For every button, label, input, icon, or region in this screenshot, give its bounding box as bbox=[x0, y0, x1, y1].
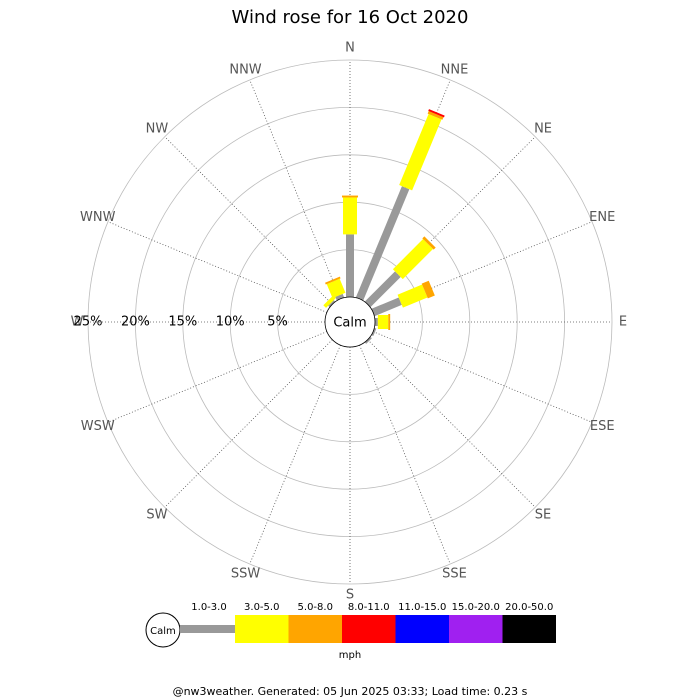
direction-label: N bbox=[345, 41, 355, 56]
direction-label: WNW bbox=[80, 210, 116, 225]
legend-swatch bbox=[449, 615, 503, 643]
wind-bar-segment bbox=[335, 293, 345, 301]
direction-label: WSW bbox=[81, 419, 115, 434]
direction-label: ENE bbox=[589, 210, 615, 225]
wind-bar-segment bbox=[323, 295, 336, 308]
spoke bbox=[359, 344, 451, 565]
direction-label: SW bbox=[146, 508, 167, 523]
spoke bbox=[107, 331, 328, 423]
direction-label: W bbox=[71, 315, 84, 330]
wind-bar-segment bbox=[427, 111, 444, 120]
direction-label: ESE bbox=[590, 419, 615, 434]
direction-label: E bbox=[619, 315, 627, 330]
direction-label: SE bbox=[535, 508, 551, 523]
spoke bbox=[164, 136, 333, 305]
ring-label: 25% bbox=[74, 315, 103, 330]
legend-swatch bbox=[288, 615, 342, 643]
legend-label: 15.0-20.0 bbox=[452, 602, 500, 613]
spoke bbox=[107, 221, 328, 313]
spoke bbox=[367, 339, 536, 508]
spoke bbox=[249, 79, 341, 300]
ring-label: 15% bbox=[168, 315, 197, 330]
ring-circle bbox=[87, 59, 613, 585]
wind-bar-segment bbox=[422, 236, 436, 250]
direction-label: NW bbox=[146, 121, 169, 136]
wind-bar-segment bbox=[364, 271, 401, 308]
legend-label: 11.0-15.0 bbox=[398, 602, 446, 613]
wind-bar-segment bbox=[355, 186, 410, 301]
spoke bbox=[372, 331, 593, 423]
legend-label: 5.0-8.0 bbox=[298, 602, 333, 613]
bars bbox=[323, 109, 445, 344]
direction-label: SSW bbox=[231, 567, 261, 582]
direction-label: NNW bbox=[229, 62, 261, 77]
wind-bar-segment bbox=[392, 239, 433, 280]
wind-bar-segment bbox=[428, 109, 445, 118]
spoke bbox=[164, 339, 333, 508]
legend-calm-label: Calm bbox=[150, 626, 176, 637]
ring-label: 5% bbox=[267, 315, 288, 330]
legend-swatch bbox=[342, 615, 396, 643]
wind-bar-segment bbox=[397, 284, 428, 308]
wind-bar-segment bbox=[326, 278, 346, 299]
legend-swatch bbox=[502, 615, 556, 643]
legend-label: 8.0-11.0 bbox=[348, 602, 390, 613]
direction-label: NNE bbox=[441, 62, 469, 77]
calm-circle bbox=[324, 296, 376, 348]
direction-label: SSE bbox=[442, 567, 467, 582]
wind-bar-segment bbox=[421, 280, 435, 299]
legend-swatch bbox=[235, 615, 289, 643]
legend-label: 20.0-50.0 bbox=[505, 602, 553, 613]
calm-label: Calm bbox=[333, 316, 366, 331]
chart-title: Wind rose for 16 Oct 2020 bbox=[232, 7, 469, 28]
wind-bar-segment bbox=[371, 297, 402, 317]
direction-label: NE bbox=[534, 121, 552, 136]
spoke bbox=[249, 344, 341, 565]
ring-circle bbox=[182, 154, 518, 490]
legend-label: 1.0-3.0 bbox=[191, 602, 226, 613]
legend-label: 3.0-5.0 bbox=[244, 602, 279, 613]
wind-bar-segment bbox=[325, 276, 341, 285]
ring-label: 20% bbox=[121, 315, 150, 330]
footer: @nw3weather. Generated: 05 Jun 2025 03:3… bbox=[173, 685, 528, 698]
ring-label: 10% bbox=[216, 315, 245, 330]
legend-swatch bbox=[395, 615, 449, 643]
legend-unit: mph bbox=[339, 650, 361, 661]
direction-label: S bbox=[346, 588, 354, 603]
wind-bar-segment bbox=[399, 114, 442, 191]
legend: Calm mph 1.0-3.0 3.0-5.0 5.0-8.0 8.0-11.0 11… bbox=[145, 602, 556, 661]
